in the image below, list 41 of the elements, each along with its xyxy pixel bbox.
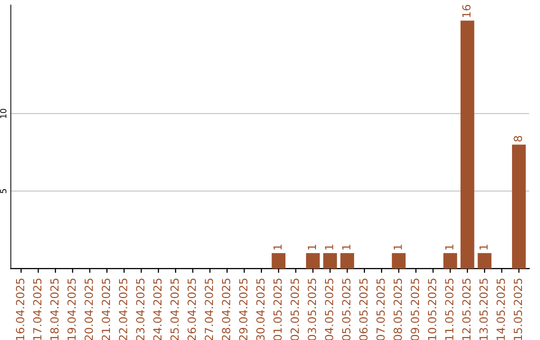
data-label: 1: [445, 244, 454, 250]
data-label: 1: [394, 244, 402, 250]
x-tick-label: 27.04.2025: [204, 278, 214, 340]
x-tick-label: 25.04.2025: [170, 278, 179, 340]
bar: [306, 253, 320, 269]
x-tick-label: 12.05.2025: [462, 278, 471, 340]
data-label: 1: [342, 244, 350, 250]
data-label: 16: [462, 4, 471, 18]
x-tick-label: 16.04.2025: [16, 278, 24, 340]
x-tick-label: 17.04.2025: [33, 278, 42, 340]
bar: [323, 253, 337, 269]
bar: [460, 20, 474, 269]
x-tick-label: 20.04.2025: [84, 278, 93, 340]
x-tick-label: 29.04.2025: [239, 278, 248, 340]
x-tick-label: 22.04.2025: [118, 278, 128, 340]
x-tick-label: 11.05.2025: [445, 278, 454, 340]
data-label: 1: [308, 244, 316, 250]
x-tick-label: 15.05.2025: [514, 278, 522, 340]
data-label: 8: [514, 136, 522, 142]
data-label: 1: [274, 244, 282, 250]
x-tick-label: 18.04.2025: [50, 278, 59, 340]
x-tick-label: 19.04.2025: [67, 278, 76, 340]
x-tick-label: 21.04.2025: [102, 278, 110, 340]
bar: [340, 253, 354, 269]
bar: [272, 253, 286, 269]
x-tick-label: 23.04.2025: [136, 278, 144, 340]
bar: [512, 144, 526, 269]
y-tick-label: 5: [0, 189, 6, 194]
data-label: 1: [325, 244, 334, 250]
bar: [478, 253, 492, 269]
x-tick-label: 26.04.2025: [188, 278, 196, 340]
x-tick-label: 30.04.2025: [256, 278, 265, 340]
bar: [443, 253, 458, 269]
x-tick-label: 28.04.2025: [222, 278, 230, 340]
x-tick-label: 24.04.2025: [153, 278, 162, 340]
x-tick-label: 10.05.2025: [428, 278, 436, 340]
x-tick-label: 13.05.2025: [479, 278, 488, 340]
y-tick-label: 10: [0, 108, 6, 118]
data-label: 1: [480, 244, 488, 250]
bar: [392, 253, 406, 269]
x-tick-label: 14.05.2025: [496, 278, 505, 340]
